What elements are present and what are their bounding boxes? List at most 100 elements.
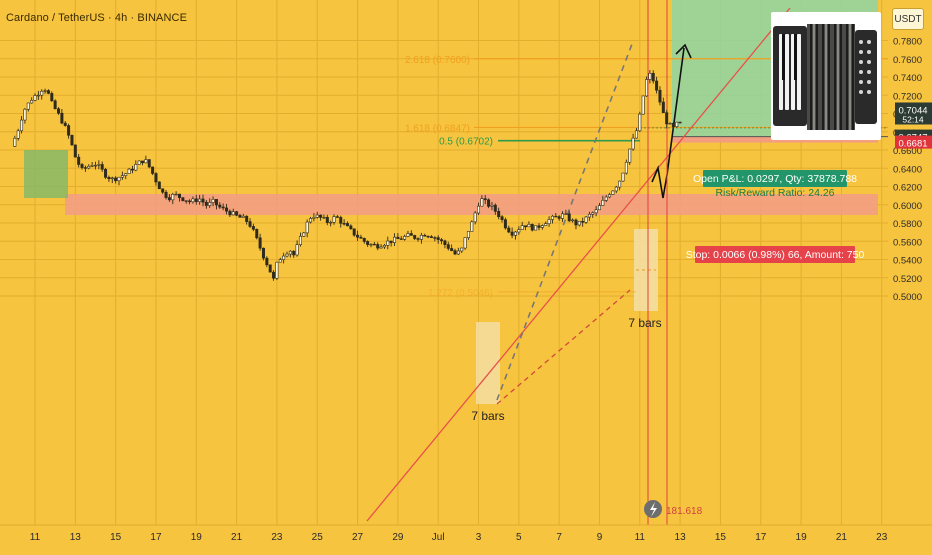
candle-body <box>90 165 94 167</box>
time-tick-label: 17 <box>150 532 162 543</box>
candle-body <box>537 225 541 228</box>
candle-body <box>631 137 635 150</box>
candle-body <box>645 79 649 97</box>
candle-body <box>332 216 336 223</box>
candle-body <box>564 213 568 215</box>
time-tick-label: 5 <box>516 532 522 543</box>
candle-body <box>258 237 262 249</box>
candle-body <box>648 72 652 80</box>
candle-body <box>520 225 524 230</box>
time-tick-label: 15 <box>110 532 122 543</box>
time-tick-label: 13 <box>675 532 687 543</box>
candle-body <box>483 198 487 201</box>
candle-body <box>493 204 497 212</box>
chart-title: Cardano / TetherUS · 4h · BINANCE <box>6 12 188 24</box>
candle-body <box>503 219 507 229</box>
time-tick-label: 25 <box>312 532 324 543</box>
time-tick-label: 21 <box>836 532 848 543</box>
candle-body <box>130 168 134 171</box>
candle-body <box>547 219 551 225</box>
candle-body <box>561 213 565 219</box>
time-tick-label: 19 <box>796 532 808 543</box>
candle-body <box>161 188 165 193</box>
candle-body <box>282 255 286 260</box>
candle-body <box>416 238 420 240</box>
candle-body <box>63 122 67 126</box>
candle-body <box>60 112 64 124</box>
price-axis-marker-label: 0.6681 <box>898 139 927 150</box>
candle-body <box>117 176 121 182</box>
candle-body <box>356 234 360 238</box>
candle-body <box>429 236 433 238</box>
candle-body <box>550 215 554 220</box>
price-tick-label: 0.7200 <box>893 91 922 102</box>
fib-label: 2.618 (0.7600) <box>405 55 470 66</box>
candle-body <box>571 219 575 222</box>
pnl-box <box>703 170 847 187</box>
price-axis-marker <box>895 102 932 125</box>
time-axis-bg <box>0 525 932 550</box>
price-axis[interactable]: 0.78000.76000.74000.72000.70000.68000.66… <box>890 0 932 525</box>
price-tick-label: 0.5000 <box>893 292 922 303</box>
candle-body <box>114 177 118 182</box>
price-tick-label: 0.7600 <box>893 55 922 66</box>
currency-unit-button[interactable]: USDT <box>892 8 924 30</box>
candle-body <box>628 148 632 163</box>
candle-body <box>120 175 124 178</box>
candle-body <box>16 130 20 139</box>
candle-body <box>655 80 659 91</box>
candle-body <box>312 217 316 219</box>
trend-line <box>366 7 791 522</box>
candle-body <box>124 173 128 176</box>
candle-body <box>436 237 440 240</box>
candle-body <box>231 211 235 216</box>
candle-body <box>507 227 511 233</box>
price-tick-label: 0.7400 <box>893 73 922 84</box>
candle-body <box>87 165 91 169</box>
price-axis-bg <box>890 0 932 525</box>
candle-body <box>372 243 376 246</box>
time-tick-label: 3 <box>476 532 482 543</box>
candle-body <box>396 236 400 240</box>
candle-body <box>403 236 407 240</box>
candle-body <box>587 213 591 218</box>
candle-body <box>614 186 618 192</box>
candle-body <box>188 200 192 203</box>
candle-body <box>154 173 158 183</box>
candle-body <box>261 247 265 259</box>
candle-body <box>487 199 491 207</box>
candle-body <box>33 95 37 101</box>
candle-body <box>591 212 595 215</box>
candle-body <box>678 121 682 124</box>
candle-body <box>238 214 242 218</box>
candle-body <box>651 72 655 82</box>
candle-body <box>517 229 521 233</box>
pnl-label: Open P&L: 0.0297, Qty: 37878.788 <box>693 173 857 185</box>
forecast-path <box>651 47 685 199</box>
candles <box>13 70 682 281</box>
candle-body <box>194 198 198 202</box>
candle-body <box>315 214 319 218</box>
time-tick-label: 11 <box>30 532 41 543</box>
candle-body <box>362 238 366 242</box>
candle-body <box>204 201 208 206</box>
candle-body <box>245 215 249 222</box>
candle-body <box>272 271 276 279</box>
candle-body <box>611 190 615 195</box>
candle-body <box>497 211 501 217</box>
candle-body <box>184 200 188 202</box>
candle-body <box>379 246 383 249</box>
candle-body <box>201 198 205 203</box>
candle-body <box>423 234 427 237</box>
time-axis[interactable]: 11 13 15 17 19 21 23 25 27 29 Jul 3 5 7 9 11 13 15 17 19 21 2… <box>0 524 932 550</box>
candle-body <box>20 119 24 132</box>
time-tick-label: 11 <box>635 532 646 543</box>
candle-body <box>463 237 467 249</box>
candle-body <box>255 228 259 239</box>
candle-body <box>151 166 155 174</box>
candle-body <box>671 123 675 127</box>
price-tick-label: 0.7800 <box>893 37 922 48</box>
candle-body <box>470 221 474 232</box>
fib-label: 0.5 (0.6702) <box>439 137 493 148</box>
